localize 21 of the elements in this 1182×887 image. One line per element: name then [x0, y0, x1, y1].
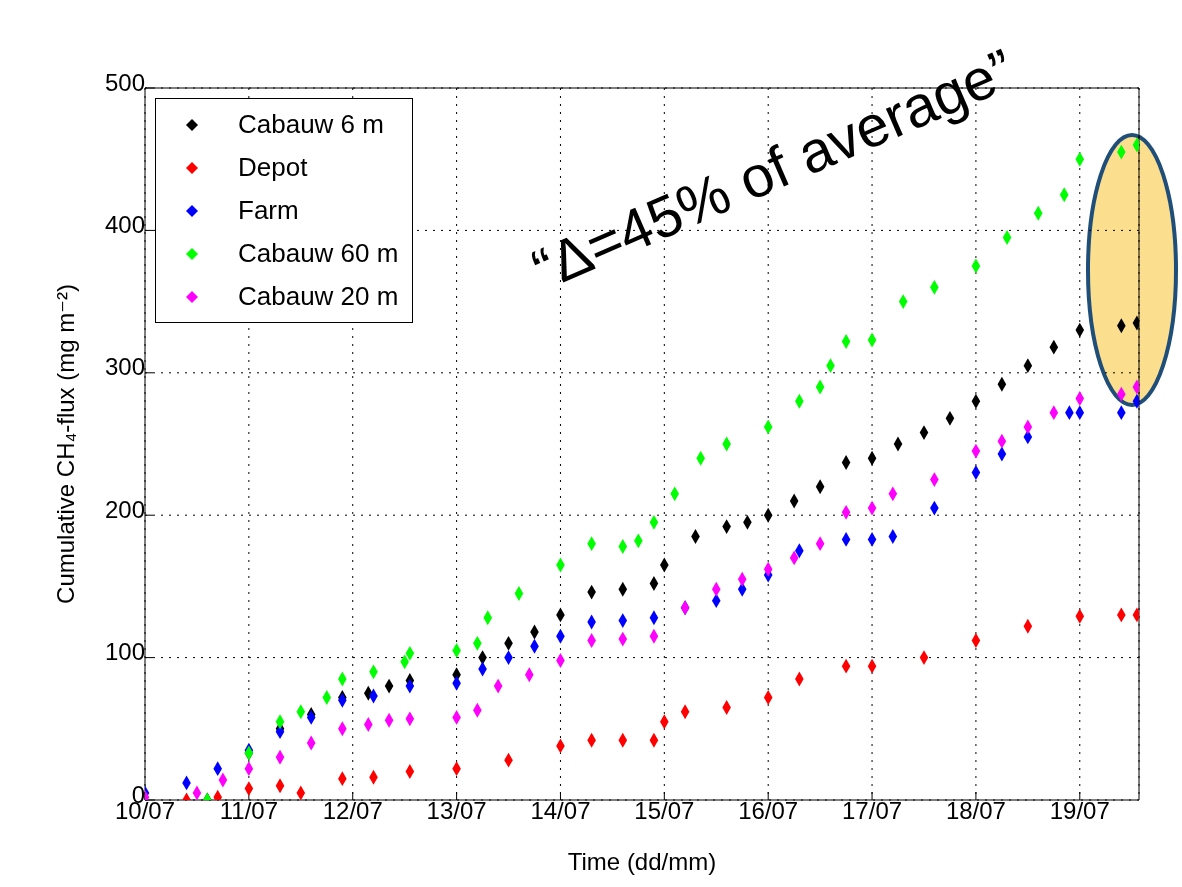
- x-axis-title: Time (dd/mm): [567, 848, 717, 875]
- y-tick-label: 300: [104, 353, 145, 381]
- legend-label: Farm: [238, 195, 299, 226]
- y-tick-label: 100: [104, 638, 145, 666]
- y-tick-label: 400: [104, 210, 145, 238]
- x-tick-label: 11/07: [219, 797, 279, 825]
- x-tick-label: 17/07: [842, 797, 903, 825]
- legend-label: Cabauw 60 m: [238, 238, 399, 269]
- y-axis-title: Cumulative CH₄-flux (mg m⁻²): [52, 284, 79, 604]
- x-tick-label: 12/07: [322, 797, 383, 825]
- legend-label: Depot: [238, 152, 308, 183]
- x-tick-label: 16/07: [738, 797, 799, 825]
- x-tick-label: 19/07: [1049, 797, 1110, 825]
- x-tick-label: 18/07: [945, 797, 1006, 825]
- x-tick-label: 15/07: [634, 797, 695, 825]
- x-tick-label: 13/07: [426, 797, 487, 825]
- legend-label: Cabauw 20 m: [238, 281, 399, 312]
- x-tick-label: 14/07: [530, 797, 591, 825]
- y-tick-label: 200: [104, 495, 145, 523]
- y-tick-label: 500: [104, 68, 145, 96]
- legend-label: Cabauw 6 m: [238, 109, 384, 140]
